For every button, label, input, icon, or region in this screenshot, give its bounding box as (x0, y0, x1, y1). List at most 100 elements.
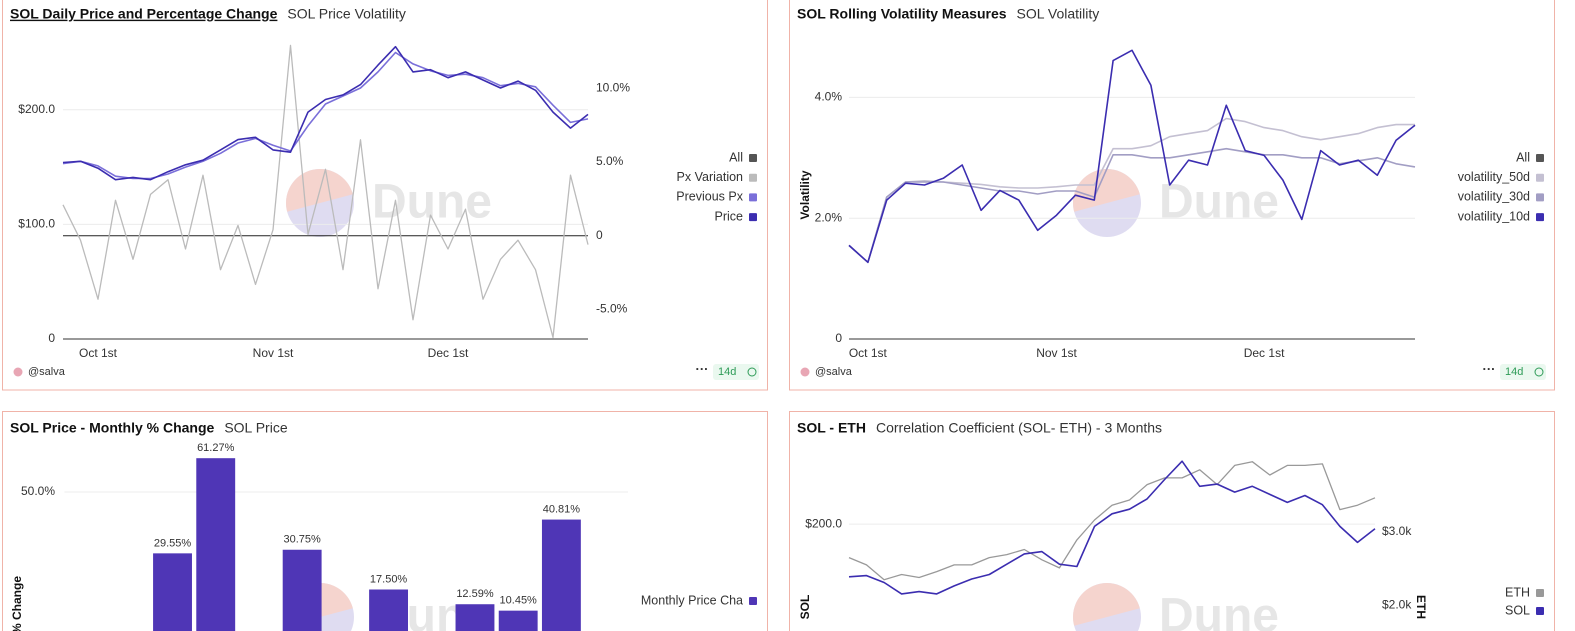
data-label: 17.50% (370, 573, 408, 585)
more-menu: ··· (1483, 361, 1496, 376)
y-tick-label: 0 (835, 331, 842, 345)
x-tick-label: Dec 1st (1244, 346, 1285, 360)
y-axis-title: % Change (10, 576, 24, 631)
chart-subtitle: SOL Price Volatility (287, 6, 406, 22)
chart-subtitle: SOL Price (224, 420, 287, 436)
refresh-check (747, 367, 757, 377)
legend-swatch (749, 154, 757, 162)
watermark-logo (1073, 169, 1140, 212)
chart-title: SOL Daily Price and Percentage Change (10, 6, 278, 22)
series-line (848, 460, 1376, 595)
panel (789, 411, 1555, 631)
author-avatar (800, 367, 810, 377)
legend-label: volatility_50d (1458, 170, 1530, 184)
y-tick-label: $200.0 (18, 102, 55, 116)
author-avatar (13, 367, 23, 377)
legend-swatch (749, 213, 757, 222)
legend-label: All (729, 150, 743, 164)
y2-tick-label: 0 (596, 228, 603, 242)
panel (789, 0, 1555, 391)
y-axis-title: SOL (798, 595, 812, 620)
legend-swatch (749, 193, 757, 202)
y2-tick-label: -5.0% (596, 302, 628, 316)
chart: Dune SOL - ETH Correlation Coefficient (SO… (797, 420, 1544, 631)
legend-label: Price (715, 209, 744, 223)
y2-tick-label: $3.0k (1382, 524, 1412, 538)
y-tick-label: 0 (48, 331, 55, 345)
legend-label: Px Variation (677, 170, 744, 184)
y2-tick-label: 10.0% (596, 80, 630, 94)
data-label: 10.45% (500, 595, 538, 607)
y2-tick-label: 5.0% (596, 154, 624, 168)
legend-label: SOL (1505, 603, 1530, 617)
legend-swatch (1536, 213, 1544, 222)
more-menu: ··· (696, 361, 709, 376)
bar (196, 458, 236, 631)
bar (455, 604, 495, 631)
data-label: 40.81% (543, 503, 581, 515)
watermark-logo (1073, 583, 1140, 626)
legend-label: Previous Px (676, 190, 743, 204)
bar (282, 549, 322, 631)
refresh-badge (1500, 364, 1546, 380)
legend-swatch (1536, 154, 1544, 162)
legend-label: volatility_10d (1458, 209, 1530, 223)
author: @salva (28, 366, 66, 378)
x-tick-label: Oct 1st (79, 346, 118, 360)
refresh-check (1534, 367, 1544, 377)
bar (541, 519, 581, 631)
chart-subtitle: Correlation Coefficient (SOL- ETH) - 3 M… (876, 420, 1162, 436)
y-tick-label: 50.0% (21, 484, 55, 498)
legend-swatch (1536, 589, 1544, 597)
y-tick-label: 4.0% (815, 90, 843, 104)
series-line (848, 49, 1416, 264)
x-tick-label: Oct 1st (849, 346, 888, 360)
legend-label: Monthly Price Cha (641, 593, 743, 607)
series-line (848, 461, 1376, 581)
bar (498, 610, 538, 631)
data-label: 61.27% (197, 442, 235, 454)
y-tick-label: $200.0 (805, 516, 842, 530)
data-label: 12.59% (456, 588, 494, 600)
legend-swatch (749, 597, 757, 605)
legend-label: ETH (1505, 585, 1530, 599)
data-label: 29.55% (154, 537, 192, 549)
legend-swatch (1536, 173, 1544, 182)
chart-title: SOL Rolling Volatility Measures (797, 6, 1007, 22)
series-line (62, 45, 589, 181)
legend-label: All (1516, 150, 1530, 164)
chart-title: SOL Price - Monthly % Change (10, 420, 215, 436)
legend-swatch (1536, 607, 1544, 615)
y2-tick-label: $2.0k (1382, 598, 1412, 612)
x-tick-label: Nov 1st (253, 346, 294, 360)
watermark-text: Dune (1159, 176, 1279, 229)
refresh-interval: 14d (718, 366, 736, 378)
legend-swatch (749, 173, 757, 182)
author: @salva (815, 366, 853, 378)
chart: Dune SOL Rolling Volatility Measures SOL V… (797, 6, 1546, 380)
series-line (62, 51, 589, 180)
x-tick-label: Nov 1st (1036, 346, 1077, 360)
series-line (848, 147, 1416, 264)
chart-title: SOL - ETH (797, 420, 866, 436)
data-label: 30.75% (283, 534, 321, 546)
y-tick-label: 2.0% (815, 210, 843, 224)
bar (153, 553, 192, 631)
y2-axis-title: ETH (1414, 595, 1428, 619)
y-axis-title: Volatility (798, 170, 812, 219)
refresh-interval: 14d (1505, 366, 1523, 378)
y-tick-label: $100.0 (18, 217, 55, 231)
refresh-badge (713, 364, 759, 380)
legend-swatch (1536, 193, 1544, 202)
bar (369, 589, 409, 631)
watermark-text: Dune (1159, 590, 1279, 631)
chart-subtitle: SOL Volatility (1017, 6, 1100, 22)
watermark-text: Dune (372, 176, 492, 229)
series-line (62, 44, 589, 339)
chart: Dune SOL Daily Price and Percentage Chang… (10, 6, 759, 380)
legend-label: volatility_30d (1458, 190, 1530, 204)
x-tick-label: Dec 1st (428, 346, 469, 360)
